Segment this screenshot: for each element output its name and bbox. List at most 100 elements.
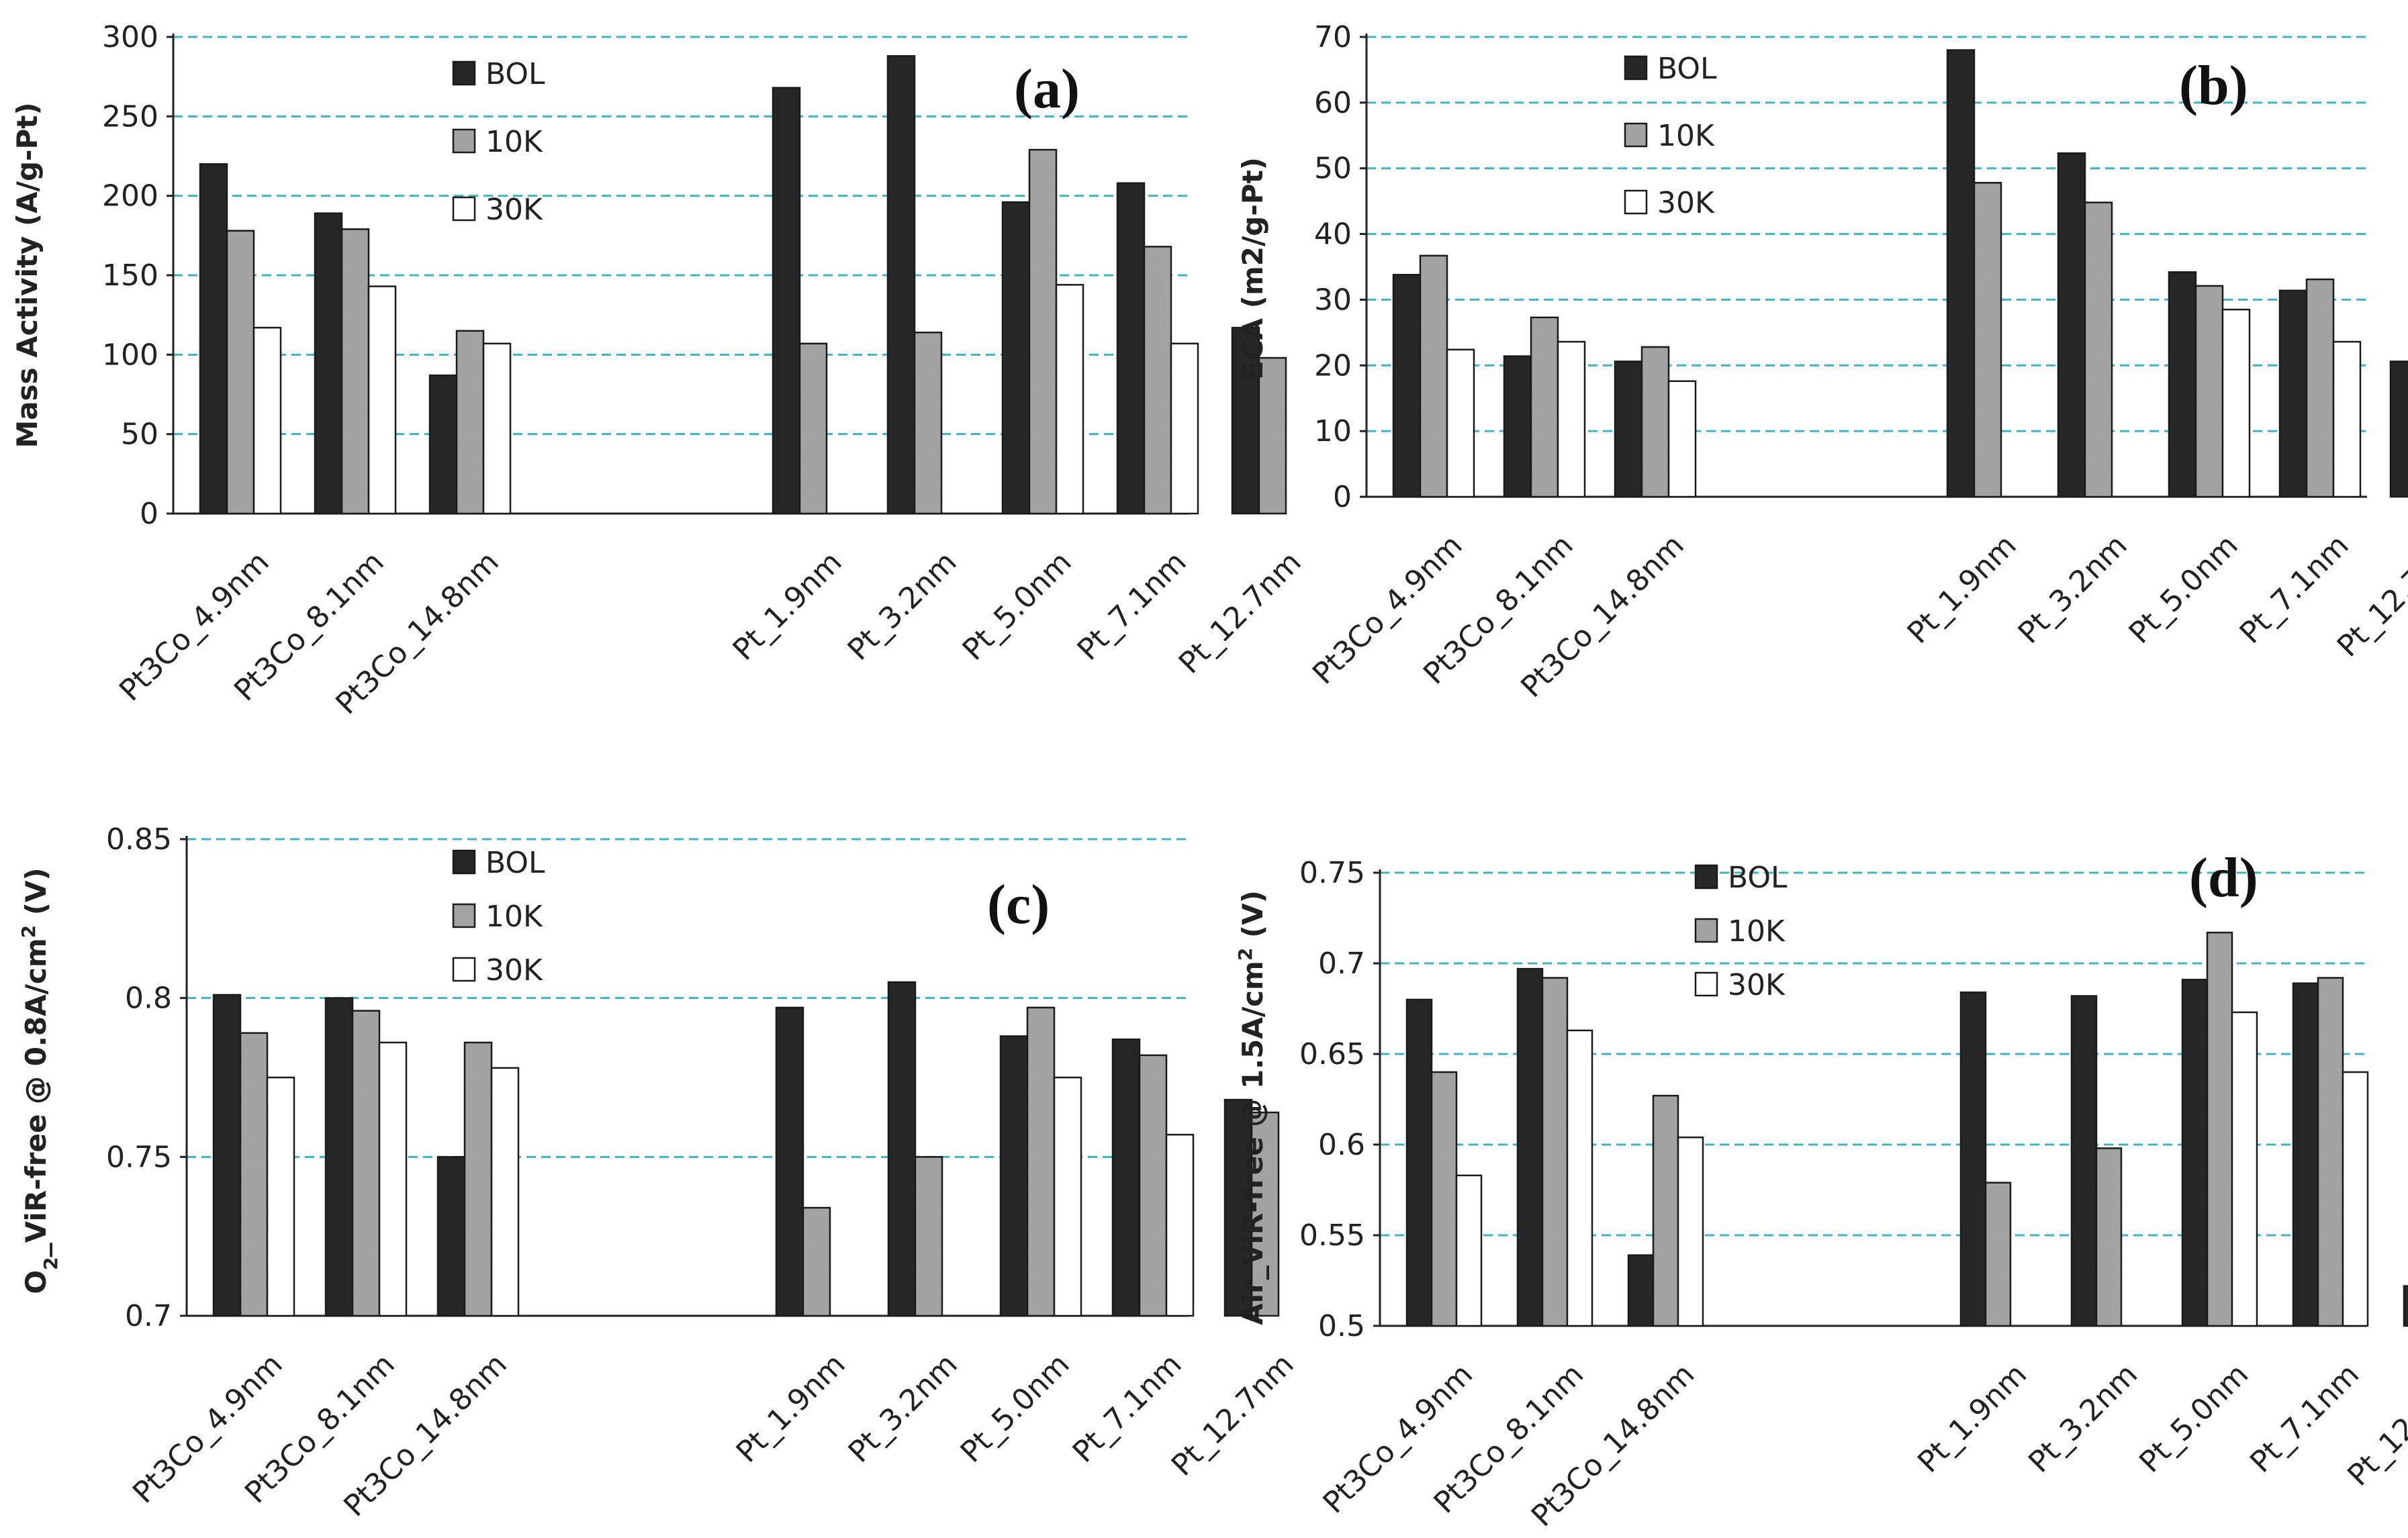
- x-tick-label: Pt_12.7nm: [1165, 1347, 1301, 1483]
- x-tick-label: Pt_3.2nm: [842, 1347, 964, 1470]
- bar-30k: [490, 1067, 520, 1317]
- bar-bol: [212, 994, 242, 1317]
- y-tick-label: 0.7: [125, 1299, 172, 1333]
- y-tick-label: 70: [1314, 20, 1352, 54]
- bar-bol: [1405, 998, 1433, 1327]
- bar-bol: [1614, 361, 1643, 498]
- bar-10k: [1138, 1054, 1168, 1317]
- bar-30k: [1566, 1029, 1593, 1327]
- bar-bol: [2168, 271, 2197, 498]
- bar-bol: [2181, 979, 2209, 1327]
- bar-10k: [239, 1032, 269, 1317]
- panel-label: (b): [2179, 54, 2248, 117]
- legend-label-bol: BOL: [485, 57, 545, 91]
- bar-10k: [2084, 201, 2113, 498]
- legend-swatch-bol: [452, 849, 476, 875]
- legend-label-bol: BOL: [1657, 52, 1717, 86]
- bar-30k: [2332, 340, 2362, 498]
- bar-bol: [2278, 289, 2308, 498]
- legend-swatch-10k: [452, 903, 476, 928]
- x-tick-label: Pt_3.2nm: [2012, 528, 2134, 651]
- y-tick-label: 0.6: [1318, 1128, 1365, 1162]
- bar-bol: [1959, 991, 1987, 1327]
- bar-bol: [1111, 1038, 1141, 1317]
- y-tick-label: 0.85: [106, 822, 172, 857]
- legend-swatch-30k: [452, 957, 476, 982]
- y-tick-label: 250: [102, 99, 158, 134]
- bar-bol: [2389, 361, 2408, 498]
- x-tick-label: Pt_12.7nm: [1172, 545, 1308, 681]
- bar-10k: [913, 331, 943, 515]
- legend-swatch-10k: [1694, 918, 1718, 943]
- bar-bol: [1231, 326, 1260, 515]
- x-tick-label: Pt_1.9nm: [727, 545, 849, 667]
- bar-10k: [1984, 1182, 2012, 1327]
- x-tick-label: Pt_1.9nm: [1901, 528, 2023, 651]
- legend-swatch-bol: [1624, 55, 1648, 81]
- panel-d: 0.50.550.60.650.70.75Pt3Co_4.9nmPt3Co_8.…: [1234, 847, 2408, 1533]
- bar-30k: [1165, 1133, 1195, 1317]
- bar-10k: [914, 1156, 943, 1317]
- legend-label-10k: 10K: [1657, 119, 1715, 153]
- y-tick-label: 300: [102, 20, 158, 54]
- bar-bol: [1001, 201, 1031, 515]
- bar-bol: [772, 87, 801, 515]
- bar-bol: [1116, 182, 1146, 515]
- bar-10k: [1640, 346, 1670, 498]
- legend-swatch-bol: [452, 60, 476, 86]
- bar-10k: [2206, 931, 2233, 1327]
- bar-10k: [1652, 1094, 1679, 1327]
- bar-bol: [999, 1035, 1029, 1317]
- bar-30k: [1446, 348, 1475, 498]
- y-tick-label: 0.55: [1299, 1218, 1365, 1253]
- bar-30k: [252, 326, 282, 515]
- y-tick-label: 30: [1314, 283, 1352, 317]
- bar-30k: [1557, 340, 1586, 498]
- bar-30k: [2231, 1011, 2258, 1327]
- panel-label: (a): [1014, 58, 1080, 120]
- y-tick-label: 50: [121, 418, 158, 452]
- legend-swatch-10k: [452, 128, 476, 154]
- y-tick-label: 200: [102, 179, 158, 213]
- panel-b: 010203040506070Pt3Co_4.9nmPt3Co_8.1nmPt3…: [1236, 20, 2408, 704]
- y-axis-title: O2_ViR-free @ 0.8A/cm2 (V): [17, 867, 62, 1294]
- y-tick-label: 0.75: [106, 1140, 172, 1174]
- x-tick-label: Pt_1.9nm: [1911, 1357, 2033, 1480]
- bar-10k: [1541, 977, 1569, 1327]
- legend-swatch-30k: [1624, 189, 1648, 215]
- bar-bol: [1516, 967, 1544, 1327]
- bar-bol: [2070, 995, 2098, 1327]
- y-axis-title: Air_ViR-free @ 1.5A/cm2 (V): [1234, 890, 1270, 1325]
- bar-bol: [2292, 982, 2319, 1327]
- bar-bol: [1392, 273, 1422, 498]
- bar-30k: [482, 342, 512, 515]
- bar-10k: [1026, 1006, 1056, 1317]
- y-tick-label: 150: [102, 258, 158, 293]
- bar-bol: [199, 163, 228, 515]
- bar-30k: [1677, 1136, 1704, 1327]
- bar-10k: [802, 1206, 831, 1317]
- bar-bol: [2403, 1285, 2408, 1327]
- y-axis-title: ECA (m2/g-Pt): [1236, 157, 1269, 380]
- bar-bol: [2057, 152, 2086, 498]
- bar-bol: [314, 212, 343, 515]
- legend-swatch-30k: [452, 196, 476, 222]
- bar-10k: [2317, 977, 2344, 1327]
- y-tick-label: 0.8: [125, 981, 172, 1016]
- bar-10k: [1258, 356, 1287, 515]
- legend-swatch-10k: [1624, 122, 1648, 148]
- panel-label: (d): [2189, 847, 2258, 909]
- x-tick-label: Pt_7.1nm: [1071, 545, 1193, 667]
- y-tick-label: 60: [1314, 86, 1352, 120]
- y-tick-label: 0.65: [1299, 1037, 1365, 1071]
- bar-10k: [2095, 1147, 2123, 1327]
- bar-10k: [2305, 278, 2335, 498]
- legend-label-bol: BOL: [1728, 861, 1788, 895]
- y-tick-label: 40: [1314, 218, 1352, 252]
- bar-10k: [1143, 246, 1172, 515]
- legend-label-10k: 10K: [1728, 914, 1786, 949]
- bar-10k: [2194, 285, 2224, 498]
- bar-10k: [1250, 1111, 1280, 1317]
- x-tick-label: Pt_1.9nm: [730, 1347, 852, 1470]
- legend-label-30k: 30K: [485, 193, 543, 227]
